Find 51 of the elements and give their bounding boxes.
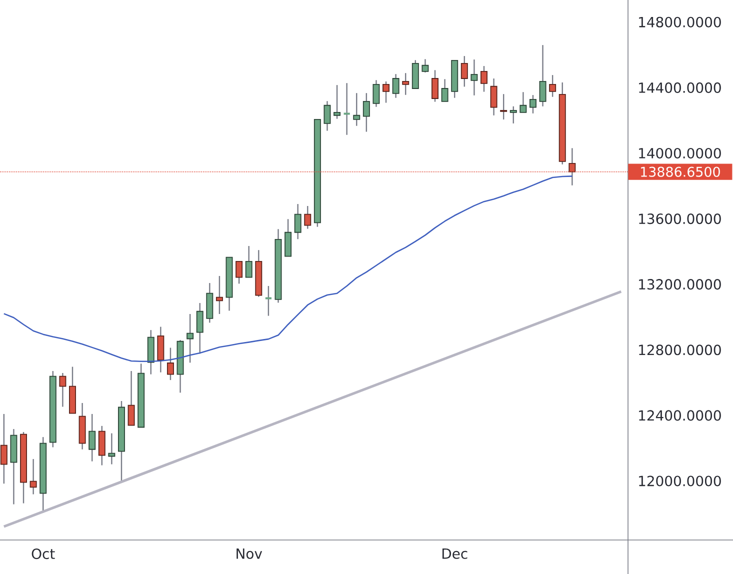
y-tick-label: 12000.0000 [639,476,721,486]
y-tick-label: 13600.0000 [639,214,721,224]
candlestick [59,372,66,408]
candlestick [529,94,536,114]
candlestick [539,44,546,107]
candlestick [382,80,390,104]
candlestick [264,285,272,316]
candlestick [324,100,331,132]
candlestick [372,80,380,108]
candlestick [236,260,243,284]
candlestick [166,347,174,381]
candlestick [470,58,478,96]
y-tick-label: 12400.0000 [639,410,721,421]
ref-line-label: 13886.6500 [641,166,720,177]
candlestick [304,205,312,230]
candlestick [284,218,292,257]
candlestick [186,313,194,364]
y-tick-label: 14000.0000 [639,148,721,159]
candlestick [216,275,223,315]
candlestick [334,84,341,120]
candlestick [98,425,106,466]
candlestick [480,65,488,92]
candlestick [245,245,252,278]
candlestick [0,413,8,484]
candlestick [294,203,302,240]
candlestick [88,413,96,462]
candlestick [342,82,351,136]
candlestick [402,72,410,96]
candlestick [441,78,448,102]
candlestick [460,55,468,88]
y-tick-label: 12800.0000 [639,344,721,356]
candlestick [128,370,135,426]
x-tick-label: Nov [236,548,262,559]
y-tick-label: 14400.0000 [639,82,721,93]
candlestick [520,92,527,114]
candlestick [30,458,37,495]
y-tick-label: 13200.0000 [639,279,721,290]
candlestick [432,70,438,102]
candlestick [490,78,498,116]
candlestick [353,92,360,126]
candlestick [392,73,400,98]
candlestick [196,302,204,354]
y-tick-label: 14800.0000 [639,16,721,28]
candlestick [422,58,429,74]
candlestick [108,432,116,465]
x-tick-label: Oct [32,548,55,560]
candlestick [500,93,508,120]
candlestick [510,106,517,124]
x-tick-label: Dec [442,548,468,559]
candlestick [362,92,370,132]
candlestick [549,74,556,98]
